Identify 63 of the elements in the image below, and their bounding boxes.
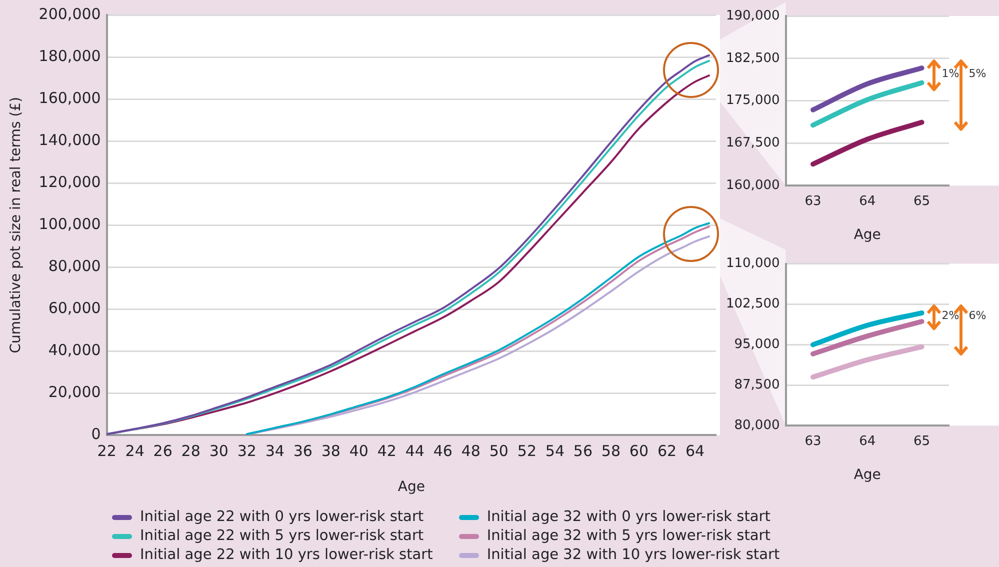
- x-tick-label: 52: [517, 442, 536, 460]
- y-tick-label: 20,000: [48, 383, 101, 402]
- y-tick-label: 87,500: [734, 378, 780, 393]
- x-tick-label: 64: [859, 194, 876, 209]
- x-tick-label: 62: [657, 442, 677, 460]
- x-axis-title: Age: [398, 479, 425, 496]
- x-tick-label: 32: [237, 442, 256, 460]
- x-tick-label: 34: [265, 442, 284, 460]
- y-tick-label: 180,000: [38, 46, 101, 65]
- y-tick-label: 40,000: [48, 341, 101, 360]
- legend-label: Initial age 22 with 0 yrs lower-risk start: [140, 508, 424, 527]
- x-tick-label: 36: [293, 442, 312, 460]
- x-tick-label: 64: [859, 434, 876, 449]
- y-tick-label: 175,000: [726, 93, 780, 108]
- x-tick-label: 63: [804, 434, 822, 449]
- y-tick-label: 95,000: [734, 337, 780, 352]
- annotation: 1%: [942, 67, 960, 80]
- x-tick-label: 63: [804, 194, 822, 209]
- legend-label: Initial age 32 with 0 yrs lower-risk start: [486, 508, 770, 527]
- x-axis-title: Age: [854, 227, 881, 244]
- y-tick-label: 110,000: [726, 256, 780, 272]
- x-tick-label: 44: [405, 442, 424, 460]
- x-tick-label: 42: [377, 442, 396, 460]
- x-tick-label: 56: [573, 442, 593, 460]
- y-tick-label: 140,000: [38, 130, 101, 149]
- text: 5%: [968, 67, 986, 80]
- x-tick-label: 64: [685, 442, 705, 460]
- text: 6%: [968, 309, 986, 322]
- annotation: 2%: [942, 309, 960, 322]
- y-tick-label: 200,000: [38, 4, 101, 23]
- x-tick-label: 54: [545, 442, 564, 460]
- y-tick-label: 80,000: [48, 257, 101, 276]
- y-axis-title: Cumulative pot size in real terms (£): [8, 96, 24, 354]
- y-tick-label: 120,000: [38, 172, 101, 191]
- y-tick-label: 60,000: [48, 299, 101, 318]
- x-tick-label: 40: [349, 442, 368, 460]
- x-tick-label: 24: [125, 442, 144, 460]
- x-tick-label: 60: [629, 442, 649, 460]
- y-tick-label: 167,500: [726, 136, 780, 151]
- x-tick-label: 30: [209, 442, 228, 460]
- y-tick-label: 80,000: [734, 418, 780, 433]
- y-tick-label: 190,000: [726, 8, 780, 24]
- x-tick-label: 50: [489, 442, 508, 460]
- y-tick-label: 182,500: [726, 50, 780, 66]
- x-tick-label: 65: [914, 194, 930, 209]
- legend-label: Initial age 32 with 5 yrs lower-risk start: [486, 527, 770, 546]
- x-tick-label: 46: [433, 442, 452, 460]
- y-tick-label: 100,000: [38, 214, 101, 233]
- x-tick-label: 48: [461, 442, 480, 460]
- y-tick-label: 102,500: [726, 296, 780, 312]
- x-tick-label: 38: [321, 442, 340, 460]
- x-tick-label: 26: [153, 442, 172, 460]
- x-tick-label: 58: [601, 442, 621, 460]
- x-tick-label: 28: [181, 442, 200, 460]
- y-tick-label: 0: [91, 425, 101, 444]
- legend-label: Initial age 22 with 10 yrs lower-risk start: [140, 546, 433, 565]
- legend-label: Initial age 32 with 10 yrs lower-risk start: [486, 546, 780, 565]
- y-tick-label: 160,000: [726, 178, 780, 193]
- x-axis-title: Age: [854, 467, 881, 484]
- y-tick-label: 160,000: [38, 88, 101, 107]
- x-tick-label: 22: [97, 442, 116, 460]
- legend-label: Initial age 22 with 5 yrs lower-risk start: [140, 527, 424, 546]
- x-tick-label: 65: [914, 434, 930, 449]
